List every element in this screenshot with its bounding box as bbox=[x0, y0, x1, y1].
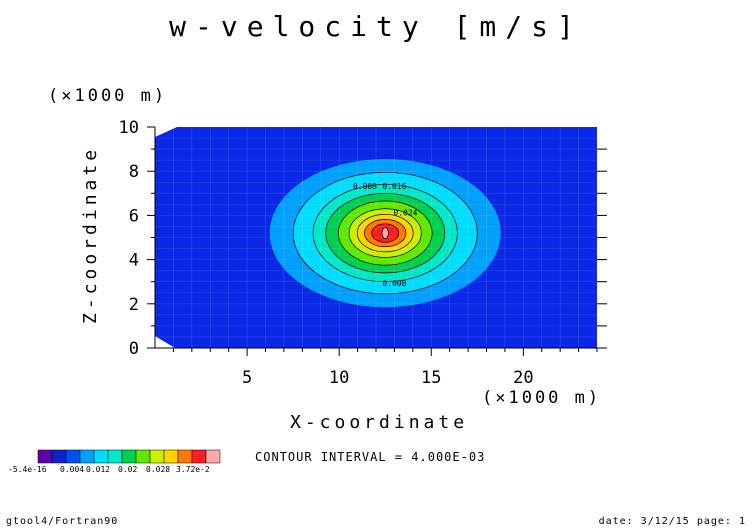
colorbar-label-3: 0.02 bbox=[118, 465, 137, 474]
x-axis-label: X-coordinate bbox=[290, 412, 469, 433]
z-axis: 0 2 4 6 8 10 bbox=[119, 118, 607, 359]
footer-date: date: 3/12/15 page: 1 bbox=[598, 516, 746, 527]
colorbar-swatch-3 bbox=[79, 449, 95, 464]
colorbar-swatch-12 bbox=[205, 449, 221, 464]
footer-program: gtool4/Fortran90 bbox=[6, 516, 119, 527]
colorbar-label-1: 0.004 bbox=[60, 465, 84, 474]
contour-label-3: 0.008 bbox=[382, 279, 406, 288]
z-tick-label: 8 bbox=[129, 162, 139, 182]
contour-label-0: 0.008 bbox=[353, 182, 377, 191]
x-tick-label: 5 bbox=[242, 368, 252, 388]
colorbar-label-2: 0.012 bbox=[86, 465, 110, 474]
z-tick-label: 4 bbox=[129, 251, 139, 271]
colorbar-swatch-0 bbox=[37, 449, 53, 464]
colorbar-swatch-4 bbox=[93, 449, 109, 464]
contour-line-0 bbox=[292, 171, 478, 295]
colorbar-swatch-8 bbox=[149, 449, 165, 464]
x-tick-label: 15 bbox=[421, 368, 441, 388]
contour-line-3 bbox=[337, 200, 433, 266]
x-scale-note: (×1000 m) bbox=[482, 388, 602, 408]
contour-line-2 bbox=[325, 192, 446, 274]
contour-labels: 0.008 0.016 0.024 0.008 bbox=[353, 182, 418, 288]
colorbar-label-5: 3.72e-2 bbox=[176, 465, 210, 474]
contour-line-1 bbox=[312, 184, 458, 283]
contour-interval-note: CONTOUR INTERVAL = 4.000E-03 bbox=[255, 450, 486, 464]
contour-band-9 bbox=[381, 227, 389, 239]
colorbar-swatch-7 bbox=[135, 449, 151, 464]
z-tick-label: 0 bbox=[129, 339, 139, 359]
contour-label-2: 0.024 bbox=[393, 208, 417, 217]
contour-line-7 bbox=[371, 223, 400, 243]
z-tick-label: 2 bbox=[129, 295, 139, 315]
colorbar-swatch-10 bbox=[177, 449, 193, 464]
colorbar-swatch-1 bbox=[51, 449, 67, 464]
colorbar-swatch-9 bbox=[163, 449, 179, 464]
colorbar-swatch-6 bbox=[121, 449, 137, 464]
colorbar-label-0: -5.4e-16 bbox=[8, 465, 47, 474]
x-tick-label: 20 bbox=[513, 368, 533, 388]
colorbar-label-4: 0.028 bbox=[146, 465, 170, 474]
x-axis: 5 10 15 20 bbox=[172, 348, 598, 388]
x-tick-label: 10 bbox=[329, 368, 349, 388]
z-tick-label: 10 bbox=[119, 118, 139, 138]
colorbar-swatch-2 bbox=[65, 449, 81, 464]
grid-lines bbox=[155, 127, 597, 348]
colorbar-swatch-11 bbox=[191, 449, 207, 464]
colorbar: -5.4e-16 0.004 0.012 0.02 0.028 3.72e-2 bbox=[8, 449, 221, 474]
contour-line-6 bbox=[364, 219, 407, 248]
z-tick-label: 6 bbox=[129, 206, 139, 226]
colorbar-swatch-5 bbox=[107, 449, 123, 464]
chart-title: w-velocity [m/s] bbox=[169, 10, 583, 43]
contour-fills bbox=[269, 159, 501, 308]
contour-line-5 bbox=[356, 213, 414, 253]
contour-label-1: 0.016 bbox=[382, 182, 406, 191]
z-scale-note: (×1000 m) bbox=[48, 86, 168, 106]
contour-lines bbox=[292, 171, 478, 295]
contour-line-8 bbox=[381, 227, 389, 239]
contour-line-4 bbox=[348, 208, 422, 258]
